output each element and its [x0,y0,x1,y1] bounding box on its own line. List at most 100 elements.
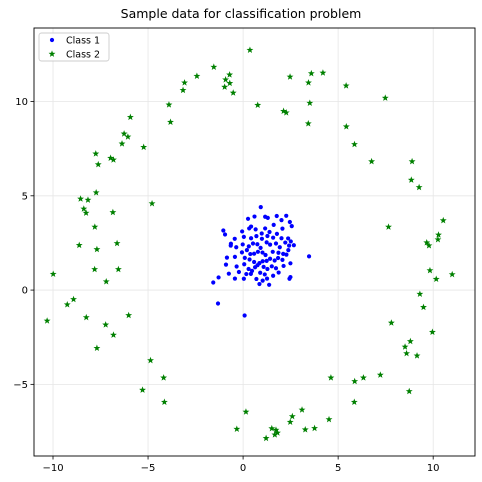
class-2-point [385,223,392,230]
class-1-point [244,248,249,253]
class-2-point [420,303,427,311]
class-1-point [259,231,264,236]
class-2-point [92,150,100,157]
class-2-point [274,429,281,436]
class-2-point [226,71,234,78]
class-2-point [305,79,312,86]
class-1-point [274,213,279,219]
class-2-point [432,275,440,283]
class-1-point [288,274,293,280]
class-2-point [102,321,110,328]
class-1-point [280,226,285,231]
class-1-point [260,278,265,283]
class-2-point [376,371,384,378]
class-2-point [221,83,229,90]
class-2-point [413,352,421,359]
class-1-point [244,271,249,277]
class-2-point [416,290,424,297]
class-1-point [255,249,261,254]
class-1-point [259,236,265,241]
class-2-point [360,374,367,381]
class-2-point [102,277,110,285]
class-2-point [401,343,409,350]
class-2-point [118,140,126,147]
class-1-point [273,266,279,271]
class-2-point [82,313,90,321]
class-1-point [279,236,284,241]
class-1-point [255,242,260,247]
class-1-point [252,259,257,265]
grid-lines [34,28,475,456]
class-2-point [381,94,389,101]
class-1-point [265,266,270,272]
class-2-point [368,157,376,165]
class-1-point [286,248,291,253]
class-2-point [423,238,431,246]
class-2-point [167,118,174,125]
legend-label-1: Class 1 [66,36,100,47]
class-2-point [120,130,128,137]
class-2-point [434,235,442,243]
class-2-point [140,143,148,151]
data-points [43,46,456,442]
class-1-point [245,216,251,221]
class-1-point [283,240,288,245]
class-2-point [254,101,262,109]
class-1-point [240,242,245,247]
class-1-point [257,281,262,287]
class-2-point [43,317,51,324]
class-2-point [425,241,433,249]
class-2-point [327,374,335,381]
class-1-point [265,215,270,220]
class-1-point [284,213,289,218]
class-1-point [271,222,276,227]
series-1 [211,205,312,318]
class-2-point [110,156,117,163]
class-1-point [260,250,265,255]
class-2-point [94,160,102,168]
class-2-point [246,46,254,53]
class-2-point [407,176,415,183]
class-1-point [272,258,277,263]
class-2-point [92,189,100,196]
class-1-point [288,261,293,266]
class-1-point [255,263,260,268]
class-1-point [280,257,285,263]
class-1-point [273,241,279,246]
class-2-point [126,113,134,121]
class-1-point [261,264,266,269]
class-2-point [229,89,237,96]
class-1-point [248,224,254,229]
class-1-point [236,269,242,275]
class-1-point [306,254,312,259]
class-2-point [165,101,173,108]
class-1-point [277,245,282,250]
class-2-point [307,69,315,77]
class-2-point [435,231,442,238]
class-1-point [258,270,263,275]
class-1-point [254,234,259,239]
class-2-point [139,386,146,393]
y-tick-label: 5 [22,191,28,202]
x-tick-label: 5 [335,463,341,474]
class-1-point [284,252,289,257]
class-2-point [405,387,413,395]
class-2-point [268,424,276,432]
class-1-point [262,272,267,277]
class-1-point [264,258,269,263]
class-2-point [242,408,250,415]
class-1-point [242,255,247,260]
class-2-point [325,415,333,423]
class-1-point [250,241,256,246]
class-1-point [226,271,231,276]
class-1-point [252,251,257,256]
class-1-point [286,243,292,248]
class-1-point [265,233,270,239]
class-2-point [193,72,201,79]
legend: Class 1 Class 2 [38,32,110,62]
class-1-point [242,313,247,318]
class-1-point [264,276,270,281]
class-2-point [80,205,88,212]
y-tick-label: −5 [13,380,28,391]
class-1-point [241,234,246,240]
